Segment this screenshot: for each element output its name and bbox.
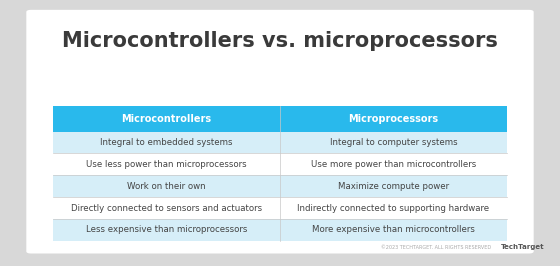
Text: Microcontrollers vs. microprocessors: Microcontrollers vs. microprocessors (62, 31, 498, 51)
Bar (53, 153, 280, 175)
Bar (53, 175, 280, 197)
Bar (280, 132, 507, 153)
Text: More expensive than microcontrollers: More expensive than microcontrollers (312, 225, 475, 234)
Text: Work on their own: Work on their own (127, 182, 206, 191)
Bar (280, 106, 507, 132)
Text: Microcontrollers: Microcontrollers (122, 114, 212, 124)
Bar (280, 197, 507, 219)
Bar (53, 106, 280, 132)
Text: Directly connected to sensors and actuators: Directly connected to sensors and actuat… (71, 203, 262, 213)
Text: Use less power than microprocessors: Use less power than microprocessors (86, 160, 247, 169)
Text: Use more power than microcontrollers: Use more power than microcontrollers (311, 160, 476, 169)
Bar (280, 153, 507, 175)
Bar (280, 219, 507, 241)
Text: Microprocessors: Microprocessors (348, 114, 438, 124)
Text: TechTarget: TechTarget (501, 244, 545, 250)
Bar (53, 219, 280, 241)
Text: ©2023 TECHTARGET. ALL RIGHTS RESERVED: ©2023 TECHTARGET. ALL RIGHTS RESERVED (381, 245, 491, 250)
Bar (53, 197, 280, 219)
Text: Maximize compute power: Maximize compute power (338, 182, 449, 191)
Text: Integral to embedded systems: Integral to embedded systems (100, 138, 233, 147)
Text: Integral to computer systems: Integral to computer systems (330, 138, 457, 147)
Text: Indirectly connected to supporting hardware: Indirectly connected to supporting hardw… (297, 203, 489, 213)
Text: Less expensive than microprocessors: Less expensive than microprocessors (86, 225, 248, 234)
Bar (53, 132, 280, 153)
FancyBboxPatch shape (26, 10, 534, 253)
Bar (280, 175, 507, 197)
